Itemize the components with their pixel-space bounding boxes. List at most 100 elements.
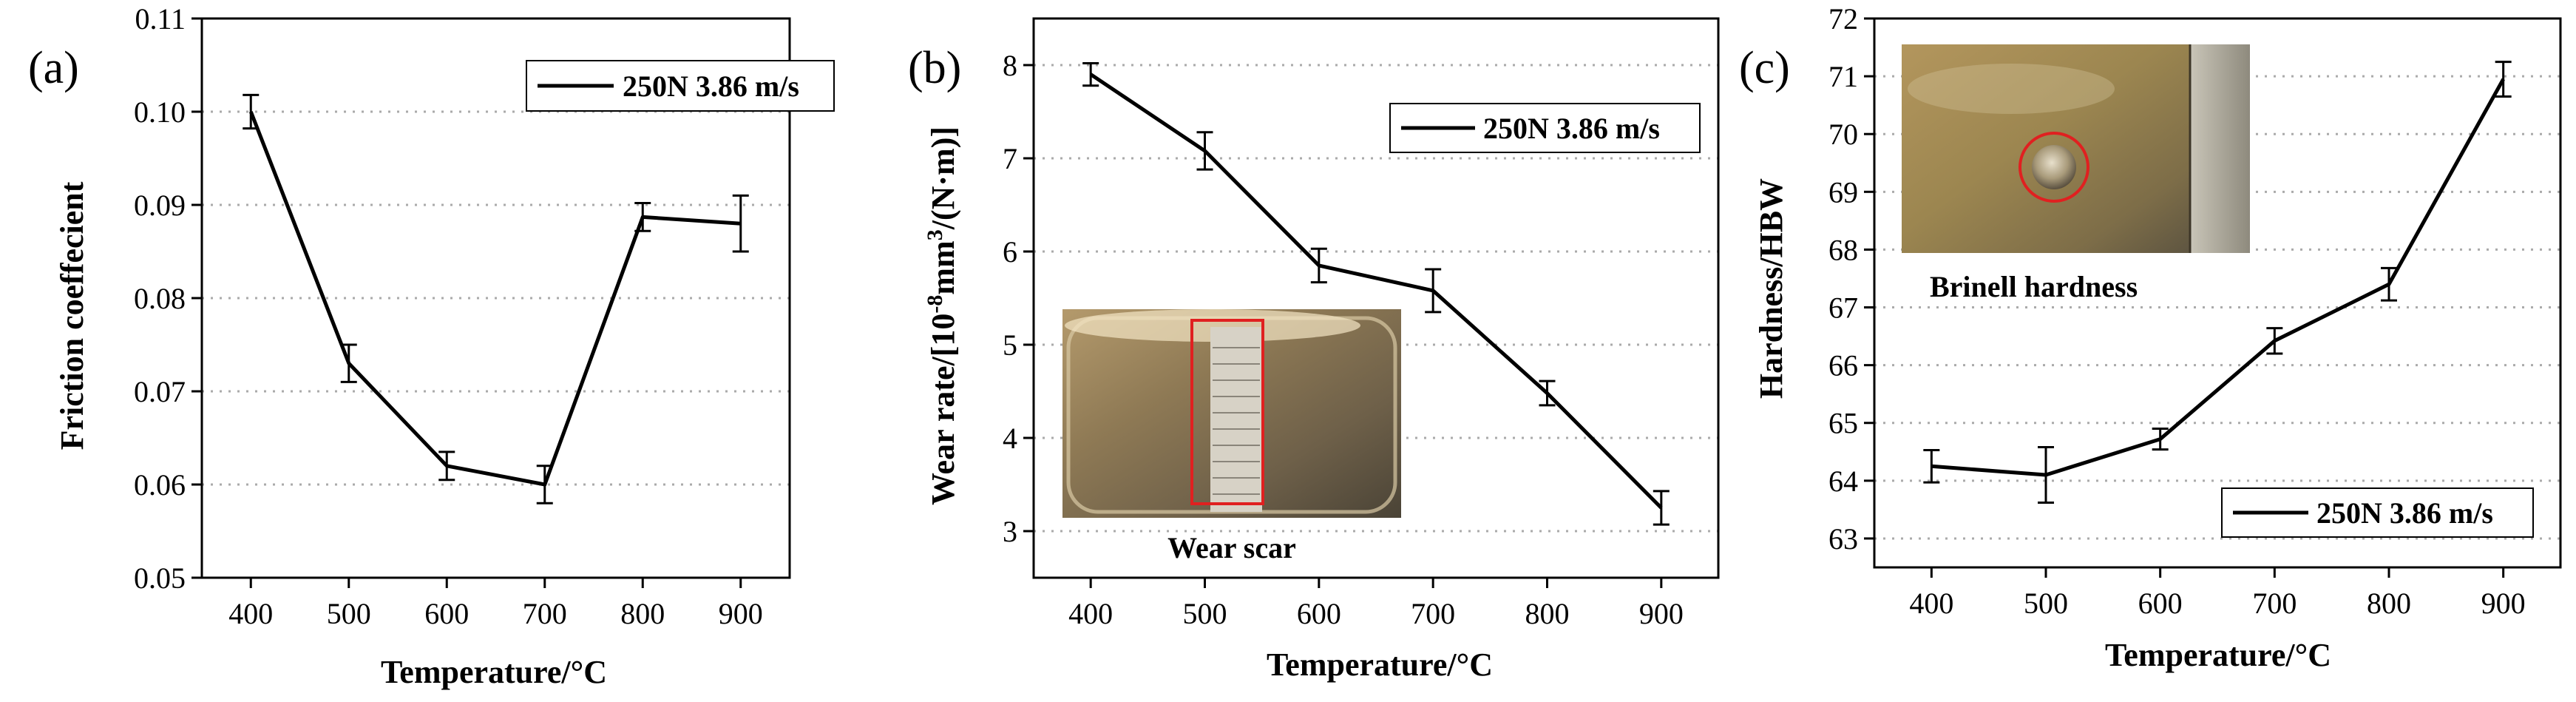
panel-a-error-bar-1 <box>340 343 357 383</box>
panel-a-x-tick-label-1: 500 <box>327 597 371 630</box>
panel-c-y-ticks: 63 64 65 66 67 68 69 70 71 72 <box>1828 2 1874 556</box>
panel-b-y-tick-label-5: 8 <box>1003 49 1017 82</box>
panel-c-y-tick-label-5: 68 <box>1828 233 1858 266</box>
panel-a-error-bar-2 <box>438 450 455 482</box>
panel-b-x-ticks: 400 500 600 700 800 900 <box>1068 578 1684 630</box>
panel-c-x-tick-label-5: 900 <box>2481 587 2526 620</box>
wear-scar-track <box>1210 327 1262 512</box>
panel-c-x-tick-label-1: 500 <box>2024 587 2068 620</box>
panel-b-error-bar-1 <box>1196 131 1213 171</box>
panel-c-legend-label: 250N 3.86 m/s <box>2316 496 2493 530</box>
panel-a-y-tick-label-5: 0.10 <box>134 95 186 129</box>
panel-b-y-tick-label-2: 5 <box>1003 328 1017 362</box>
brinell-highlight-circle <box>2019 132 2089 203</box>
panel-c-hardness-chart: (c) 63 64 65 66 67 68 69 70 71 72 400 500 600 700 800… <box>1739 2 2562 673</box>
panel-c-x-tick-label-4: 800 <box>2367 587 2411 620</box>
panel-a-x-tick-label-5: 900 <box>719 597 763 630</box>
panel-c-series <box>1923 61 2512 504</box>
panel-c-x-tick-label-3: 700 <box>2252 587 2297 620</box>
panel-a-error-bar-3 <box>536 465 553 504</box>
panel-c-error-bar-3 <box>2266 327 2283 355</box>
panel-b-x-tick-label-0: 400 <box>1068 597 1113 630</box>
panel-b-error-bar-5 <box>1653 490 1670 526</box>
panel-b-letter: (b) <box>908 43 961 93</box>
panel-b-y-axis-title: Wear rate/[10-8mm3/(N·m)] <box>923 126 962 505</box>
wear-scar-caption: Wear scar <box>1167 531 1296 564</box>
panel-b-x-tick-label-4: 800 <box>1525 597 1570 630</box>
wear-scar-texture <box>1213 347 1260 495</box>
panel-c-plot-frame <box>1873 17 2562 569</box>
panel-c-legend: 250N 3.86 m/s <box>2221 487 2534 538</box>
panel-c-error-bar-4 <box>2381 266 2397 302</box>
panel-a-x-tick-label-4: 800 <box>620 597 665 630</box>
panel-a-series <box>243 93 749 504</box>
panel-a-y-tick-label-0: 0.05 <box>134 561 186 595</box>
panel-a-error-bar-4 <box>634 201 651 232</box>
wear-scar-photo: Wear scar <box>1062 309 1401 564</box>
panel-c-series-line-0 <box>1931 78 2505 477</box>
panel-a-letter: (a) <box>28 43 79 93</box>
panel-a-legend-label: 250N 3.86 m/s <box>623 70 799 103</box>
panel-b-x-tick-label-3: 700 <box>1411 597 1455 630</box>
brinell-photo <box>1902 44 2250 253</box>
panel-b-y-ticks: 3 4 5 6 7 8 <box>1003 49 1034 548</box>
panel-b-y-tick-label-3: 6 <box>1003 235 1017 269</box>
panel-c-x-tick-label-0: 400 <box>1909 587 1953 620</box>
brinell-photo-edge <box>2190 44 2250 253</box>
panel-c-y-tick-label-7: 70 <box>1828 118 1858 151</box>
panel-b-series-line-0 <box>1089 72 1663 510</box>
panel-c-y-tick-label-0: 63 <box>1828 522 1858 556</box>
panel-b-y-tick-label-1: 4 <box>1003 422 1017 455</box>
panel-c-y-tick-label-6: 69 <box>1828 175 1858 209</box>
panel-b-series <box>1082 61 1670 526</box>
panel-c-y-tick-label-2: 65 <box>1828 407 1858 440</box>
panel-c-y-tick-label-4: 67 <box>1828 291 1858 325</box>
panel-b-legend-label: 250N 3.86 m/s <box>1483 112 1660 145</box>
panel-c-y-tick-label-3: 66 <box>1828 349 1858 382</box>
brinell-caption: Brinell hardness <box>1930 270 2138 303</box>
panel-c-x-tick-label-2: 600 <box>2138 587 2183 620</box>
panel-a-x-ticks: 400 500 600 700 800 900 <box>228 578 763 630</box>
panel-c-x-ticks: 400 500 600 700 800 900 <box>1909 567 2526 620</box>
panel-a-y-tick-label-2: 0.07 <box>134 375 186 408</box>
panel-b-legend: 250N 3.86 m/s <box>1389 103 1701 153</box>
panel-c-error-bar-0 <box>1923 448 1940 484</box>
brinell-indentation <box>2032 145 2076 189</box>
panel-a-x-tick-label-0: 400 <box>228 597 273 630</box>
panel-a-y-tick-label-4: 0.09 <box>134 189 186 222</box>
wear-scar-highlight-box <box>1190 319 1264 505</box>
panel-b-y-tick-label-0: 3 <box>1003 515 1017 548</box>
panel-a-x-axis-title: Temperature/°C <box>381 654 607 690</box>
panel-a-series-line-0 <box>248 111 741 487</box>
panel-a-y-ticks: 0.05 0.06 0.07 0.08 0.09 0.10 0.11 <box>134 2 202 595</box>
panel-c-y-tick-label-1: 64 <box>1828 465 1858 498</box>
panel-c-x-axis-title: Temperature/°C <box>2105 637 2331 673</box>
panel-b-error-bar-0 <box>1082 61 1099 87</box>
panel-b-y-tick-label-4: 7 <box>1003 142 1017 175</box>
panel-b-error-bar-2 <box>1310 247 1327 284</box>
panel-a-y-tick-label-3: 0.08 <box>134 282 186 315</box>
panel-c-error-bar-5 <box>2495 61 2512 98</box>
panel-b-x-tick-label-5: 900 <box>1639 597 1684 630</box>
panel-c-error-bar-2 <box>2152 428 2169 451</box>
panel-b-error-bar-3 <box>1425 268 1442 314</box>
panel-a-friction-chart: (a) 0.05 0.06 0.07 0.08 0.09 0.10 0.11 400 500 6… <box>28 2 835 690</box>
panel-c-y-axis-title: Hardness/HBW <box>1753 178 1789 399</box>
panel-a-x-tick-label-3: 700 <box>523 597 567 630</box>
panel-c-y-tick-label-9: 72 <box>1828 2 1858 36</box>
panel-b-plot-frame <box>1032 17 1720 579</box>
panel-b-x-tick-label-1: 500 <box>1183 597 1227 630</box>
panel-a-y-tick-label-6: 0.11 <box>135 2 186 36</box>
wear-scar-photo-glare <box>1065 309 1360 342</box>
panel-c-legend-box <box>2221 487 2534 538</box>
panel-c-error-bar-1 <box>2038 446 2054 504</box>
panel-c-y-tick-label-8: 71 <box>1828 60 1858 93</box>
panel-b-x-tick-label-2: 600 <box>1297 597 1341 630</box>
panel-a-y-axis-title: Friction coeffecient <box>54 181 90 450</box>
panel-c-letter: (c) <box>1739 43 1790 93</box>
panel-a-y-tick-label-1: 0.06 <box>134 468 186 502</box>
panel-b-x-axis-title: Temperature/°C <box>1267 647 1493 683</box>
panel-a-error-bar-5 <box>732 194 749 253</box>
